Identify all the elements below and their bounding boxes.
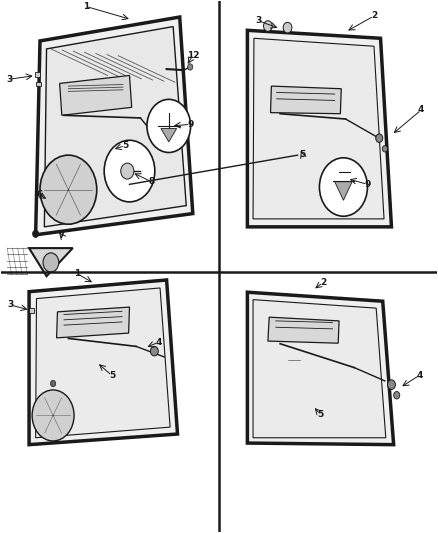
- Text: 7: 7: [59, 231, 65, 240]
- Circle shape: [376, 134, 383, 142]
- Polygon shape: [271, 86, 341, 114]
- Polygon shape: [35, 17, 193, 235]
- Circle shape: [43, 253, 59, 272]
- Text: 1: 1: [83, 2, 89, 11]
- Text: 5: 5: [109, 371, 115, 380]
- Text: 8: 8: [148, 177, 155, 186]
- Polygon shape: [35, 288, 170, 438]
- Circle shape: [121, 163, 134, 179]
- Bar: [35, 82, 41, 86]
- Polygon shape: [253, 300, 386, 438]
- Text: 4: 4: [418, 106, 424, 115]
- Text: 9: 9: [187, 120, 194, 129]
- Circle shape: [147, 99, 191, 152]
- Circle shape: [32, 390, 74, 441]
- Text: 6: 6: [37, 190, 43, 199]
- Text: 4: 4: [417, 370, 423, 379]
- Polygon shape: [247, 292, 394, 445]
- Text: 3: 3: [6, 75, 13, 84]
- Text: 9: 9: [364, 180, 371, 189]
- Polygon shape: [60, 76, 132, 115]
- Polygon shape: [253, 38, 384, 219]
- Bar: [29, 308, 34, 313]
- Circle shape: [50, 381, 56, 387]
- Text: 5: 5: [317, 410, 323, 419]
- Circle shape: [150, 346, 158, 356]
- Text: 12: 12: [187, 51, 199, 60]
- Circle shape: [40, 155, 97, 224]
- Polygon shape: [29, 280, 177, 445]
- Circle shape: [394, 392, 400, 399]
- Text: 3: 3: [7, 301, 14, 310]
- Circle shape: [264, 21, 272, 31]
- Circle shape: [388, 380, 396, 390]
- Text: 1: 1: [74, 269, 80, 278]
- Polygon shape: [247, 30, 392, 227]
- Text: 2: 2: [371, 12, 377, 20]
- Circle shape: [187, 64, 193, 70]
- Text: 2: 2: [320, 278, 326, 287]
- Text: 5: 5: [299, 150, 305, 159]
- Text: 3: 3: [255, 16, 261, 25]
- Polygon shape: [335, 182, 352, 200]
- Text: 5: 5: [122, 141, 128, 150]
- Circle shape: [104, 140, 155, 202]
- Polygon shape: [29, 248, 73, 276]
- Circle shape: [32, 230, 39, 238]
- Circle shape: [283, 22, 292, 33]
- Circle shape: [382, 146, 388, 152]
- Circle shape: [319, 158, 367, 216]
- Bar: [35, 72, 40, 77]
- Polygon shape: [268, 317, 339, 343]
- Text: 4: 4: [155, 337, 162, 346]
- Polygon shape: [57, 307, 130, 338]
- Polygon shape: [44, 27, 186, 227]
- Polygon shape: [161, 128, 177, 142]
